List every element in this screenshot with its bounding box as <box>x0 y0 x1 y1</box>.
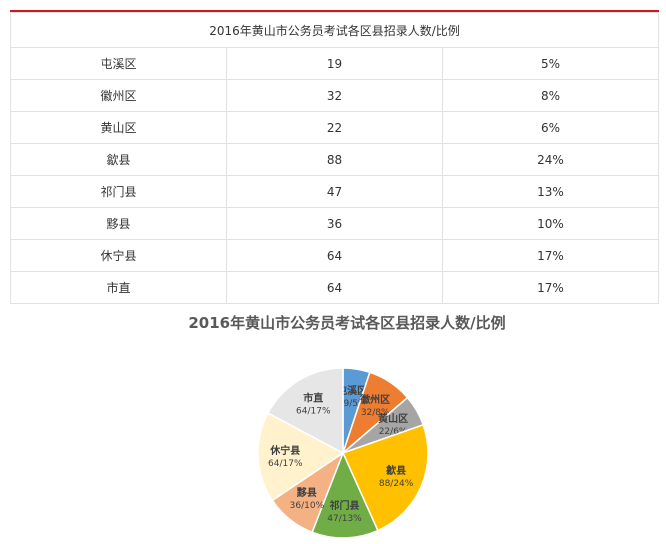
table-row: 市直 64 17% <box>10 271 659 304</box>
slice-value-label-8: 64/17% <box>296 406 331 416</box>
pie-slice-4 <box>341 423 429 532</box>
table-row: 徽州区 32 8% <box>10 79 659 112</box>
pie-slice-5 <box>311 451 379 539</box>
slice-value-label-2: 32/8% <box>361 408 390 418</box>
slice-label-7: 休宁县 <box>269 444 300 457</box>
pie-slice-8 <box>266 367 344 455</box>
district-cell: 徽州区 <box>10 79 227 112</box>
district-recruitment-table: 2016年黄山市公务员考试各区县招录人数/比例 屯溪区 19 5% 徽州区 32 8% 黄山… <box>10 12 659 304</box>
table-top-rule <box>10 10 659 12</box>
count-cell: 47 <box>226 175 443 208</box>
table-title: 2016年黄山市公务员考试各区县招录人数/比例 <box>10 12 659 48</box>
table-row: 休宁县 64 17% <box>10 239 659 272</box>
chart-title: 2016年黄山市公务员考试各区县招录人数/比例 <box>188 314 506 332</box>
table-row: 祁门县 47 13% <box>10 175 659 208</box>
table-row: 屯溪区 19 5% <box>10 47 659 80</box>
ratio-cell: 24% <box>442 143 659 176</box>
slice-value-label-1: 19/5% <box>338 399 367 409</box>
count-cell: 19 <box>226 47 443 80</box>
slice-label-6: 黟县 <box>297 486 317 499</box>
district-cell: 黟县 <box>10 207 227 240</box>
slice-value-label-6: 36/10% <box>290 501 325 511</box>
slice-label-5: 祁门县 <box>330 499 360 512</box>
ratio-cell: 10% <box>442 207 659 240</box>
district-cell: 市直 <box>10 271 227 304</box>
table-row: 歙县 88 24% <box>10 143 659 176</box>
district-cell: 屯溪区 <box>10 47 227 80</box>
slice-label-2: 徽州区 <box>359 393 390 406</box>
table-row: 黄山区 22 6% <box>10 111 659 144</box>
slice-value-label-5: 47/13% <box>327 514 362 524</box>
slice-value-label-4: 88/24% <box>379 479 414 489</box>
table-title-row: 2016年黄山市公务员考试各区县招录人数/比例 <box>10 12 659 48</box>
ratio-cell: 8% <box>442 79 659 112</box>
slice-label-4: 歙县 <box>385 464 406 477</box>
slice-value-label-3: 22/6% <box>379 427 408 437</box>
count-cell: 88 <box>226 143 443 176</box>
slice-label-3: 黄山区 <box>378 412 408 425</box>
district-cell: 黄山区 <box>10 111 227 144</box>
ratio-cell: 17% <box>442 271 659 304</box>
ratio-cell: 17% <box>442 239 659 272</box>
count-cell: 64 <box>226 271 443 304</box>
ratio-cell: 5% <box>442 47 659 80</box>
slice-value-label-7: 64/17% <box>268 459 303 469</box>
slice-label-8: 市直 <box>303 391 323 404</box>
slice-label-1: 屯溪区 <box>337 384 367 397</box>
pie-slice-7 <box>257 411 345 502</box>
ratio-cell: 6% <box>442 111 659 144</box>
ratio-cell: 13% <box>442 175 659 208</box>
